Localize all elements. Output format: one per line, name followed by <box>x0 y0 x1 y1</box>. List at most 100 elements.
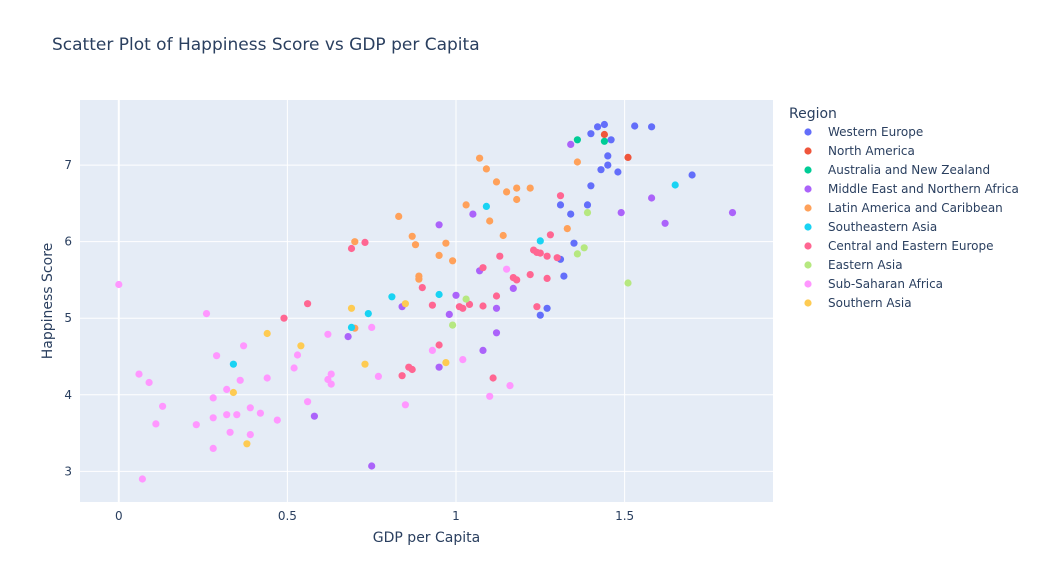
data-point[interactable] <box>115 280 123 289</box>
data-point[interactable] <box>364 310 372 318</box>
legend-item[interactable]: North America <box>804 144 915 158</box>
data-point[interactable] <box>246 404 254 412</box>
data-point[interactable] <box>486 392 494 400</box>
data-point[interactable] <box>462 295 470 303</box>
data-point[interactable] <box>489 374 497 382</box>
data-point[interactable] <box>546 231 555 239</box>
data-point[interactable] <box>533 303 541 311</box>
data-point[interactable] <box>553 254 561 262</box>
data-point[interactable] <box>209 414 217 422</box>
data-point[interactable] <box>536 237 544 245</box>
legend-item[interactable]: Central and Eastern Europe <box>804 239 994 253</box>
data-point[interactable] <box>361 360 369 368</box>
data-point[interactable] <box>344 333 352 341</box>
legend-item[interactable]: Southeastern Asia <box>804 220 937 234</box>
data-point[interactable] <box>263 329 271 338</box>
data-point[interactable] <box>327 380 335 388</box>
legend-item[interactable]: Middle East and Northern Africa <box>804 182 1019 196</box>
data-point[interactable] <box>476 154 484 162</box>
data-point[interactable] <box>347 323 356 331</box>
data-point[interactable] <box>273 416 281 424</box>
data-point[interactable] <box>486 217 494 225</box>
data-point[interactable] <box>435 341 443 349</box>
data-point[interactable] <box>624 153 632 161</box>
data-point[interactable] <box>671 181 679 189</box>
data-point[interactable] <box>503 265 511 273</box>
data-point[interactable] <box>506 382 514 390</box>
data-point[interactable] <box>442 239 450 247</box>
data-point[interactable] <box>159 402 167 410</box>
data-point[interactable] <box>503 188 511 196</box>
data-point[interactable] <box>573 158 582 166</box>
data-point[interactable] <box>600 137 609 145</box>
data-point[interactable] <box>361 238 369 246</box>
data-point[interactable] <box>435 221 443 229</box>
data-point[interactable] <box>648 194 656 202</box>
data-point[interactable] <box>600 120 609 129</box>
data-point[interactable] <box>395 212 403 220</box>
data-point[interactable] <box>617 209 625 217</box>
data-point[interactable] <box>583 209 592 217</box>
data-point[interactable] <box>408 232 416 240</box>
data-point[interactable] <box>368 462 376 470</box>
data-point[interactable] <box>213 352 221 360</box>
data-point[interactable] <box>304 398 312 406</box>
data-point[interactable] <box>428 346 436 354</box>
data-point[interactable] <box>351 238 359 246</box>
data-point[interactable] <box>229 388 237 397</box>
data-point[interactable] <box>600 130 609 139</box>
data-point[interactable] <box>226 428 234 436</box>
data-point[interactable] <box>209 444 217 452</box>
data-point[interactable] <box>223 411 231 419</box>
data-point[interactable] <box>492 329 501 337</box>
data-point[interactable] <box>587 182 595 190</box>
legend-item[interactable]: Southern Asia <box>804 296 912 310</box>
data-point[interactable] <box>209 394 217 402</box>
data-point[interactable] <box>233 411 241 419</box>
legend-item[interactable]: Sub-Saharan Africa <box>804 277 943 291</box>
data-point[interactable] <box>465 300 474 308</box>
data-point[interactable] <box>368 323 376 331</box>
data-point[interactable] <box>482 202 490 210</box>
data-point[interactable] <box>509 284 517 292</box>
data-point[interactable] <box>492 304 501 312</box>
data-point[interactable] <box>327 370 335 378</box>
data-point[interactable] <box>202 310 211 318</box>
data-point[interactable] <box>607 136 615 144</box>
data-point[interactable] <box>152 420 160 428</box>
data-point[interactable] <box>240 342 248 350</box>
data-point[interactable] <box>594 123 602 131</box>
data-point[interactable] <box>145 378 153 387</box>
data-point[interactable] <box>293 351 302 359</box>
data-point[interactable] <box>526 271 534 279</box>
data-point[interactable] <box>459 356 467 364</box>
data-point[interactable] <box>614 168 622 176</box>
data-point[interactable] <box>604 161 612 169</box>
data-point[interactable] <box>304 300 312 308</box>
data-point[interactable] <box>583 201 592 209</box>
data-point[interactable] <box>442 359 450 367</box>
data-point[interactable] <box>479 346 487 354</box>
data-point[interactable] <box>499 231 507 240</box>
data-point[interactable] <box>236 376 244 384</box>
data-point[interactable] <box>435 290 443 299</box>
data-point[interactable] <box>243 440 251 448</box>
data-point[interactable] <box>631 122 639 130</box>
data-point[interactable] <box>449 257 457 265</box>
data-point[interactable] <box>135 370 143 378</box>
data-point[interactable] <box>573 136 582 144</box>
data-point[interactable] <box>324 330 332 338</box>
data-point[interactable] <box>556 201 565 209</box>
data-point[interactable] <box>513 195 521 204</box>
data-point[interactable] <box>398 372 406 380</box>
data-point[interactable] <box>536 249 544 257</box>
data-point[interactable] <box>297 342 305 350</box>
data-point[interactable] <box>246 431 254 439</box>
data-point[interactable] <box>462 201 470 209</box>
data-point[interactable] <box>415 275 423 283</box>
data-point[interactable] <box>526 184 534 192</box>
data-point[interactable] <box>388 293 396 301</box>
data-point[interactable] <box>556 192 565 200</box>
data-point[interactable] <box>263 374 271 382</box>
data-point[interactable] <box>688 171 696 179</box>
